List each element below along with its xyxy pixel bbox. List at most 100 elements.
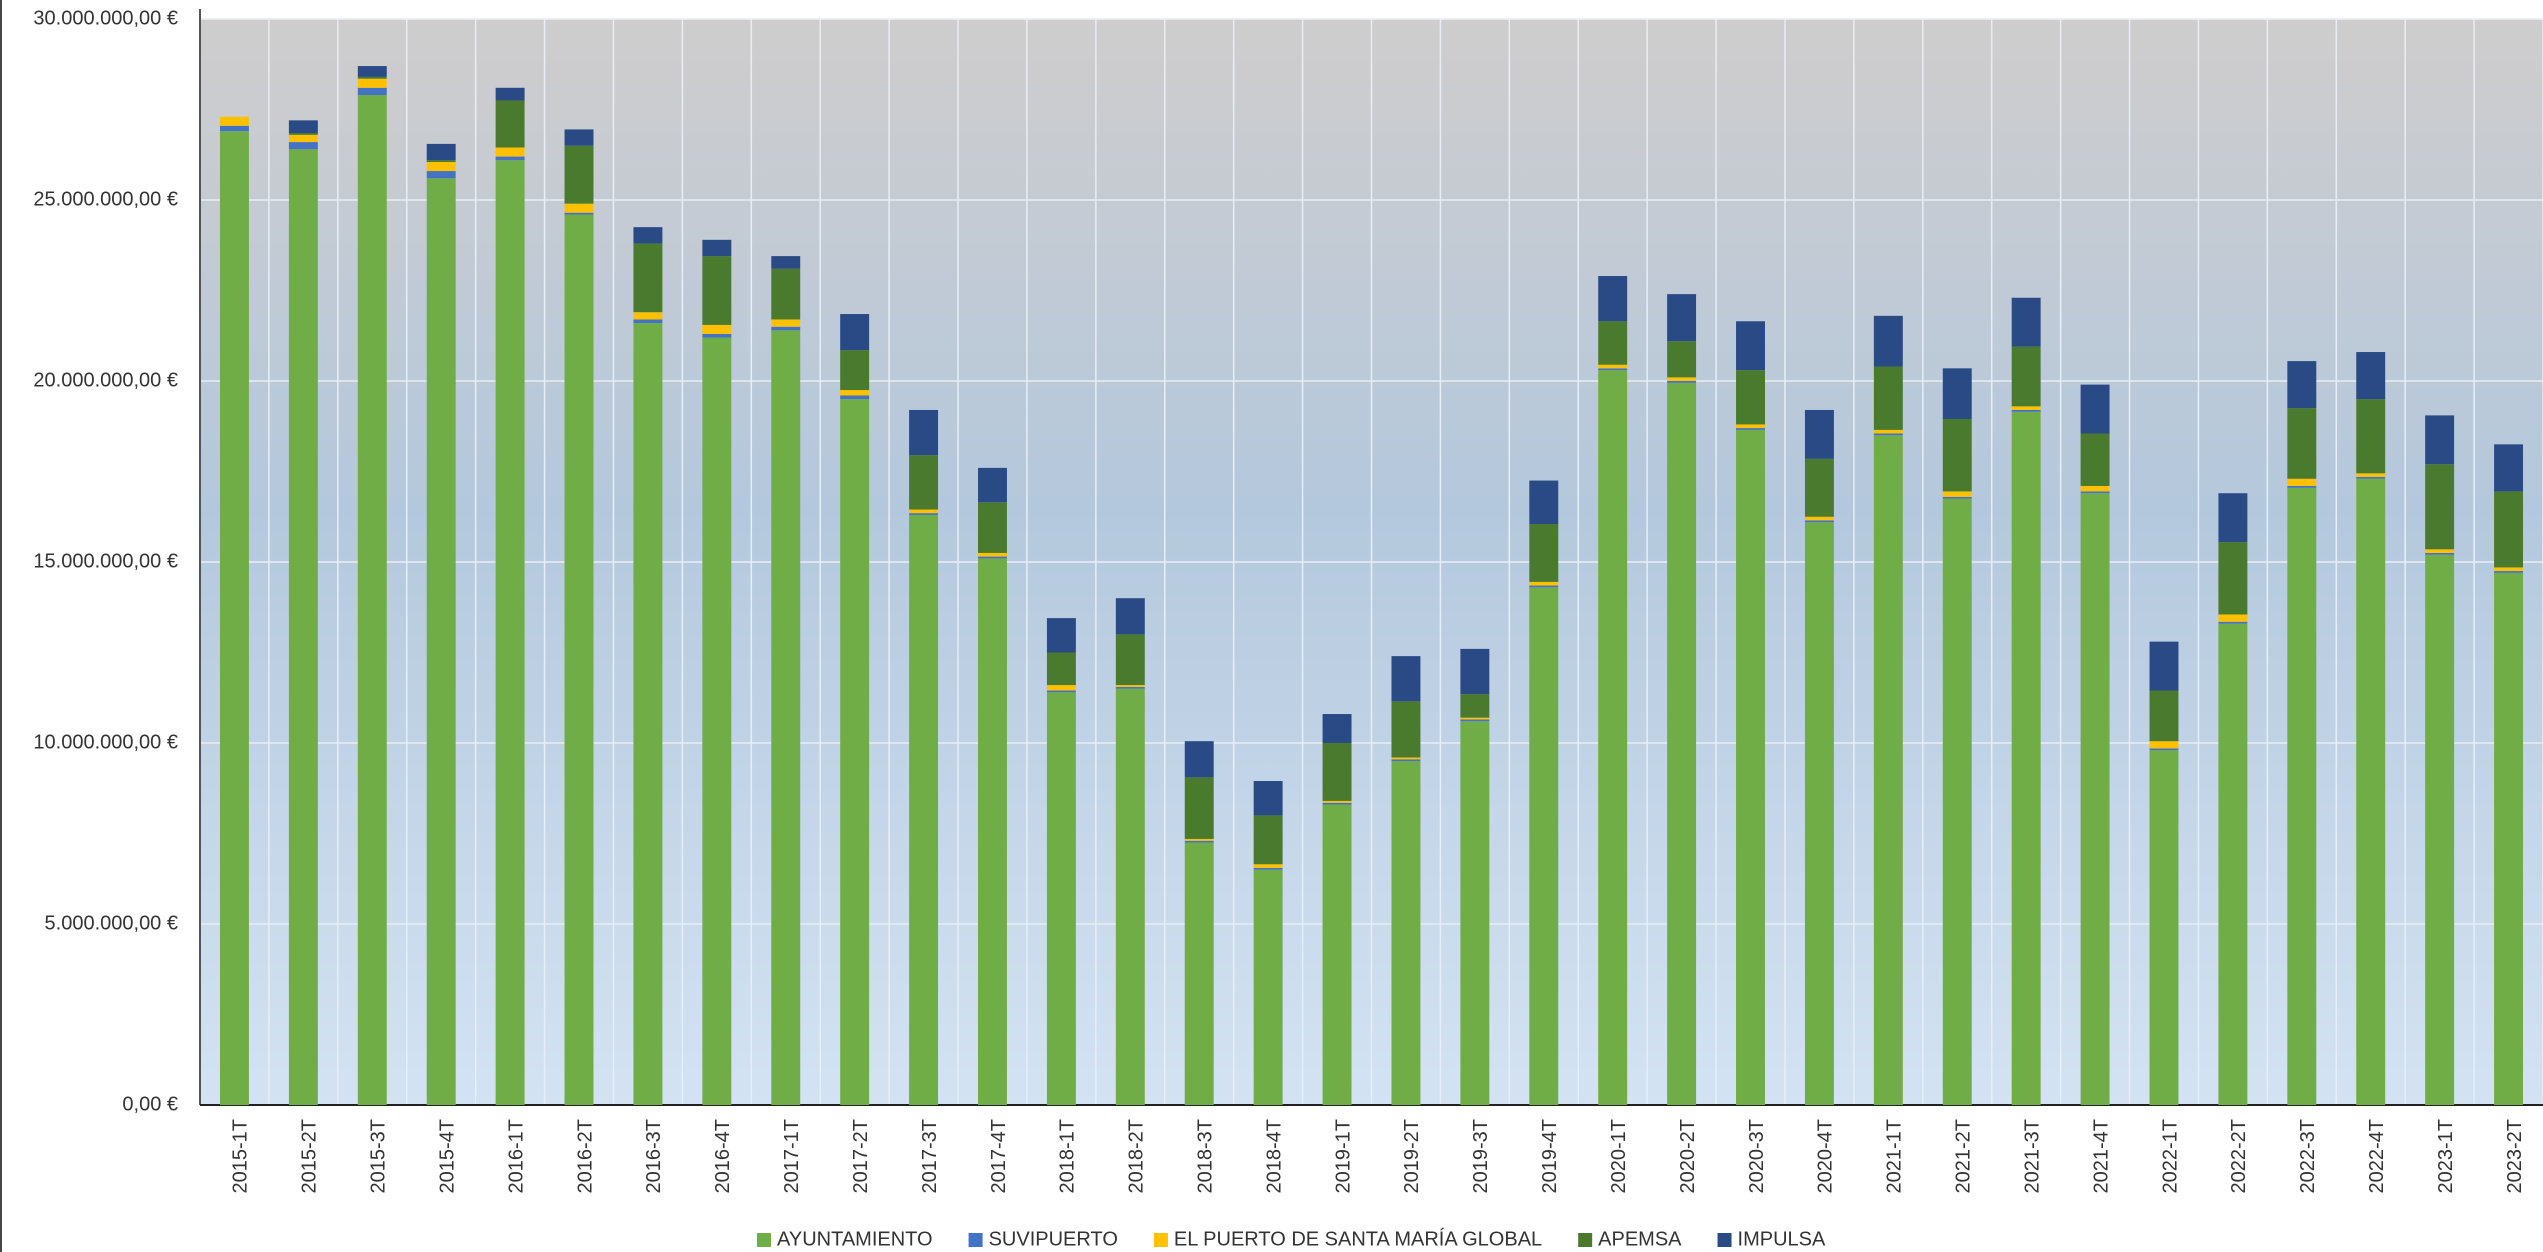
bar-segment — [1873, 433, 1903, 436]
bar-segment — [357, 87, 387, 96]
bar-segment — [2494, 571, 2524, 573]
bar-segment — [2425, 415, 2455, 465]
bar-segment — [771, 256, 801, 269]
bar-segment — [1184, 741, 1214, 778]
bar-segment — [1667, 382, 1697, 1105]
bar-segment — [1873, 315, 1903, 367]
x-tick-label: 2018-4T — [1263, 1119, 1285, 1194]
bar-segment — [1529, 581, 1559, 586]
bar-segment — [495, 147, 525, 157]
bar-segment — [426, 143, 456, 161]
bar-segment — [2356, 352, 2386, 400]
x-tick-label: 2019-2T — [1401, 1119, 1423, 1194]
bar-segment — [1460, 648, 1490, 695]
bar-segment — [771, 330, 801, 1105]
bar-segment — [2356, 478, 2386, 1105]
bar-segment — [1046, 690, 1076, 693]
bar-segment — [1391, 757, 1421, 760]
bar-segment — [288, 134, 318, 143]
x-tick-label: 2023-1T — [2435, 1119, 2457, 1194]
bar-segment — [2287, 361, 2317, 409]
bar-segment — [1046, 685, 1076, 691]
bar-segment — [1391, 761, 1421, 1105]
bar-segment — [357, 78, 387, 88]
bar-segment — [2287, 485, 2317, 488]
bar-segment — [1322, 714, 1352, 743]
bar-segment — [1322, 743, 1352, 801]
legend: AYUNTAMIENTO SUVIPUERTO EL PUERTO DE SANTA… — [757, 1227, 1826, 1250]
bar-segment — [1046, 652, 1076, 686]
y-tick-label: 25.000.000,00 € — [33, 188, 178, 210]
bar-segment — [1736, 370, 1765, 425]
bar-segment — [564, 145, 594, 204]
bar-segment — [1736, 429, 1765, 1105]
bar-segment — [1873, 366, 1903, 430]
bar-segment — [495, 100, 525, 148]
x-tick-label: 2019-3T — [1470, 1119, 1492, 1194]
bar-segment — [1391, 701, 1421, 758]
bar-segment — [1460, 719, 1490, 722]
bar-segment — [909, 514, 939, 1105]
bar-segment — [1736, 424, 1765, 429]
bar-segment — [1391, 759, 1421, 762]
bar-segment — [1942, 491, 1972, 497]
bar-segment — [2149, 750, 2179, 1105]
bar-segment — [1322, 800, 1352, 803]
bar-segment — [1184, 777, 1214, 839]
bar-segment — [1873, 435, 1903, 1105]
bar-segment — [1598, 370, 1628, 1105]
bar-segment — [1804, 409, 1834, 459]
bar-segment — [426, 160, 456, 162]
y-tick-label: 0,00 € — [122, 1093, 178, 1115]
bar-segment — [702, 256, 732, 325]
bar-segment — [2011, 406, 2041, 410]
bar-segment — [564, 203, 594, 213]
bar-segment — [1460, 717, 1490, 720]
bar-segment — [1184, 838, 1214, 841]
bar-segment — [2356, 476, 2386, 479]
y-tick-label: 30.000.000,00 € — [33, 7, 178, 29]
x-tick-label: 2017-3T — [919, 1119, 941, 1194]
bar-segment — [2494, 567, 2524, 572]
bar-segment — [1322, 802, 1352, 805]
bar-segment — [633, 243, 663, 313]
bar-segment — [357, 76, 387, 79]
bar-segment — [2287, 478, 2317, 486]
legend-label: IMPULSA — [1738, 1228, 1826, 1250]
x-tick-label: 2017-2T — [850, 1119, 872, 1194]
bar-segment — [1253, 864, 1283, 868]
legend-swatch — [1153, 1233, 1168, 1247]
bar-segment — [2356, 399, 2386, 474]
bar-segment — [2218, 493, 2248, 543]
bar-segment — [1598, 368, 1628, 371]
bar-segment — [1598, 321, 1628, 365]
bar-segment — [1253, 815, 1283, 865]
bar-segment — [426, 178, 456, 1105]
bar-segment — [564, 212, 594, 215]
x-tick-label: 2015-3T — [368, 1119, 390, 1194]
bar-segment — [1736, 428, 1765, 430]
x-tick-label: 2018-3T — [1195, 1119, 1217, 1194]
bar-segment — [288, 120, 318, 134]
bar-segment — [2425, 549, 2455, 553]
bar-segment — [495, 87, 525, 101]
bar-segment — [2149, 641, 2179, 691]
bar-segment — [840, 350, 870, 391]
bar-segment — [219, 125, 249, 132]
x-tick-label: 2021-2T — [1953, 1119, 1975, 1194]
bar-segment — [426, 161, 456, 172]
bar-segment — [1046, 618, 1076, 653]
legend-label: EL PUERTO DE SANTA MARÍA GLOBAL — [1174, 1227, 1542, 1250]
bar-segment — [357, 95, 387, 1105]
bar-segment — [1253, 867, 1283, 870]
bar-segment — [1184, 842, 1214, 1105]
legend-swatch — [757, 1233, 772, 1247]
bar-segment — [2080, 433, 2110, 486]
legend-label: AYUNTAMIENTO — [777, 1228, 933, 1250]
bar-segment — [2149, 748, 2179, 751]
bar-segment — [2356, 473, 2386, 477]
x-tick-label: 2017-1T — [781, 1119, 803, 1194]
bar-segment — [2011, 297, 2041, 347]
bar-segment — [1873, 429, 1903, 434]
